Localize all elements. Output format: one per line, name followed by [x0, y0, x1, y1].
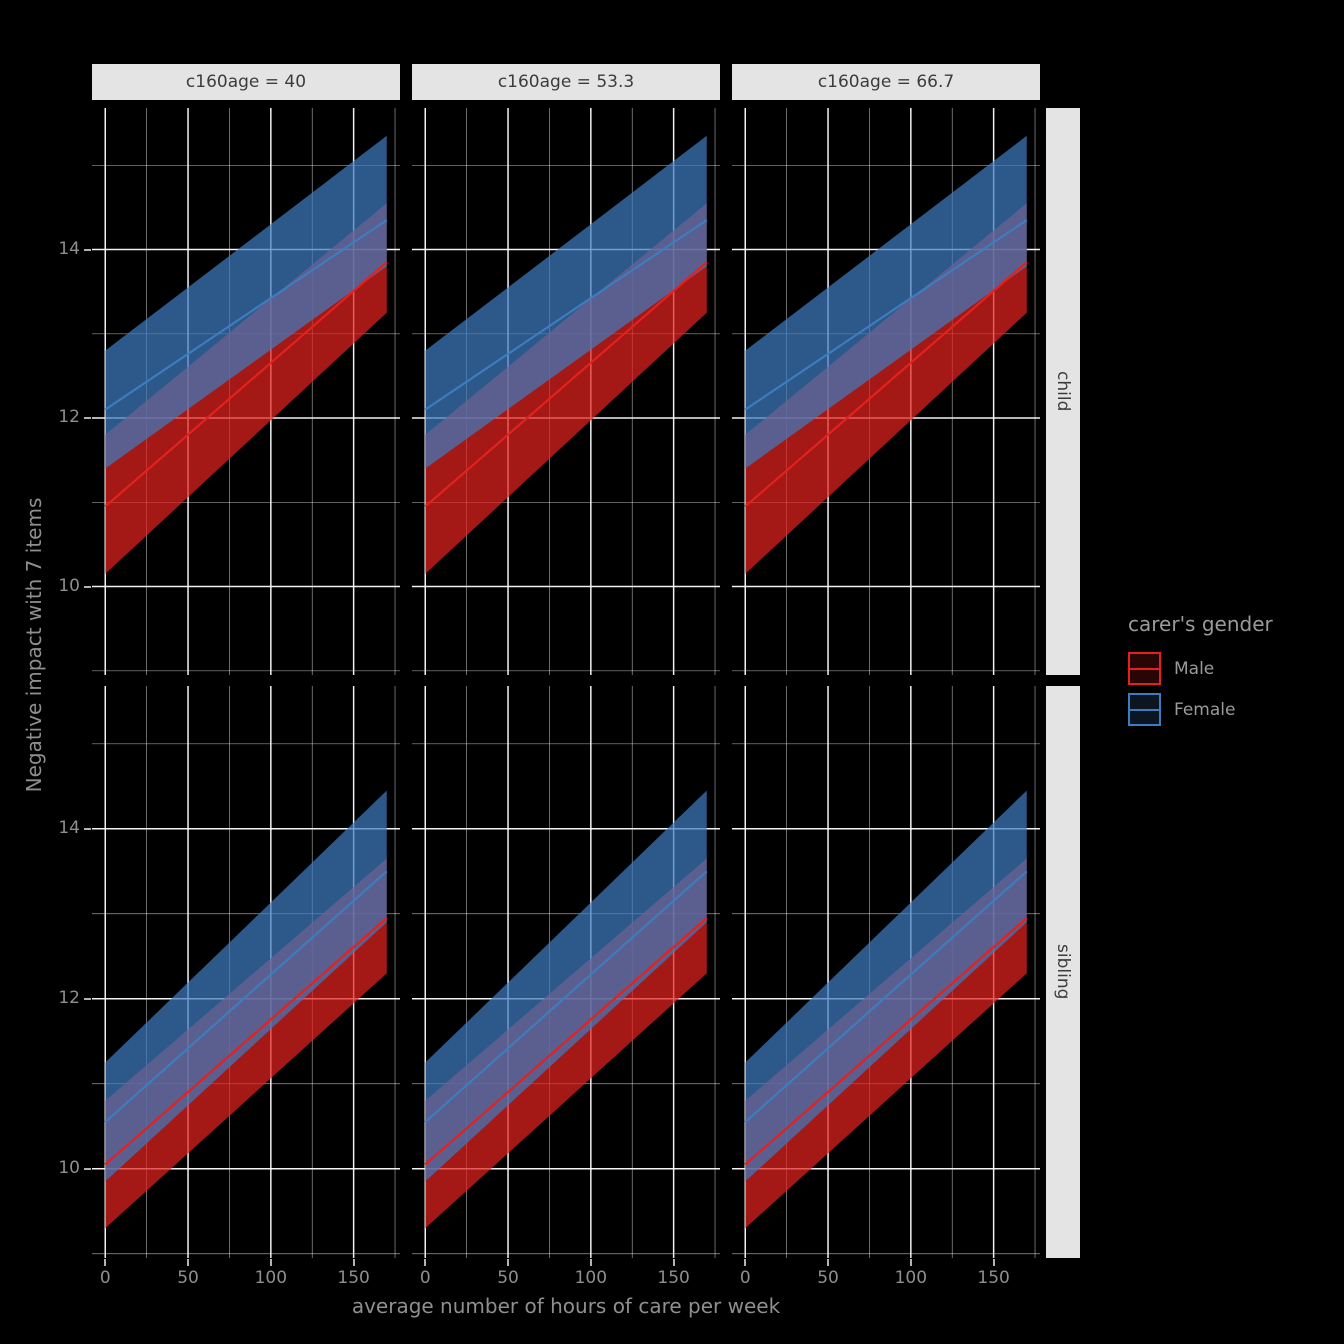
- x-tick-mark: [827, 1259, 830, 1266]
- facet-row-label: sibling: [1053, 944, 1073, 1000]
- x-tick-mark: [507, 1259, 510, 1266]
- x-tick-mark: [909, 1259, 912, 1266]
- facet-col-strip-age67: c160age = 66.7: [732, 64, 1040, 100]
- legend-key-male: [1128, 652, 1161, 685]
- facet-col-strip-age40: c160age = 40: [92, 64, 400, 100]
- facet-col-label: c160age = 53.3: [497, 72, 635, 92]
- x-tick-mark: [424, 1259, 427, 1266]
- facet-col-label: c160age = 66.7: [817, 72, 955, 92]
- panel-child-age53: [412, 108, 720, 675]
- y-tick-mark: [84, 585, 91, 588]
- y-tick-label: 10: [58, 1157, 80, 1178]
- y-tick-label: 10: [58, 575, 80, 596]
- x-tick-mark: [352, 1259, 355, 1266]
- y-axis-title: Negative impact with 7 items: [22, 497, 46, 793]
- facet-col-label: c160age = 40: [185, 72, 307, 92]
- legend-item-female: Female: [1128, 693, 1273, 726]
- facet-row-strip-sibling: sibling: [1046, 686, 1080, 1258]
- y-tick-label: 14: [58, 238, 80, 259]
- x-tick-mark: [104, 1259, 107, 1266]
- x-tick-label: 150: [657, 1268, 690, 1288]
- legend-label-male: Male: [1174, 658, 1215, 679]
- y-tick-mark: [84, 827, 91, 830]
- legend-label-female: Female: [1174, 699, 1236, 720]
- y-tick-mark: [84, 997, 91, 1000]
- x-tick-label: 100: [894, 1268, 928, 1288]
- x-tick-label: 100: [254, 1268, 288, 1288]
- legend: carer's gender Male Female: [1128, 612, 1273, 734]
- legend-line-male: [1130, 667, 1159, 670]
- x-tick-label: 0: [419, 1268, 431, 1288]
- x-tick-label: 100: [574, 1268, 608, 1288]
- facet-row-label: child: [1053, 371, 1073, 412]
- x-tick-label: 150: [977, 1268, 1010, 1288]
- y-tick-mark: [84, 248, 91, 251]
- panel-child-age40: [92, 108, 400, 675]
- y-tick-label: 12: [58, 407, 80, 428]
- x-axis-title: average number of hours of care per week: [351, 1294, 781, 1318]
- legend-title: carer's gender: [1128, 612, 1273, 636]
- legend-item-male: Male: [1128, 652, 1273, 685]
- x-tick-mark: [744, 1259, 747, 1266]
- x-tick-label: 50: [817, 1268, 839, 1288]
- panel-sibling-age40: [92, 686, 400, 1258]
- facet-row-strip-child: child: [1046, 108, 1080, 675]
- x-tick-label: 150: [337, 1268, 370, 1288]
- x-tick-mark: [269, 1259, 272, 1266]
- x-tick-label: 50: [497, 1268, 519, 1288]
- y-tick-label: 12: [58, 987, 80, 1008]
- x-tick-label: 0: [99, 1268, 111, 1288]
- legend-key-female: [1128, 693, 1161, 726]
- x-tick-mark: [187, 1259, 190, 1266]
- y-tick-label: 14: [58, 817, 80, 838]
- panel-sibling-age67: [732, 686, 1040, 1258]
- x-tick-mark: [672, 1259, 675, 1266]
- x-tick-label: 0: [739, 1268, 751, 1288]
- legend-line-female: [1130, 708, 1159, 711]
- x-tick-label: 50: [177, 1268, 199, 1288]
- facet-col-strip-age53: c160age = 53.3: [412, 64, 720, 100]
- panel-child-age67: [732, 108, 1040, 675]
- y-tick-mark: [84, 417, 91, 420]
- x-tick-mark: [992, 1259, 995, 1266]
- y-tick-mark: [84, 1167, 91, 1170]
- panel-sibling-age53: [412, 686, 720, 1258]
- x-tick-mark: [589, 1259, 592, 1266]
